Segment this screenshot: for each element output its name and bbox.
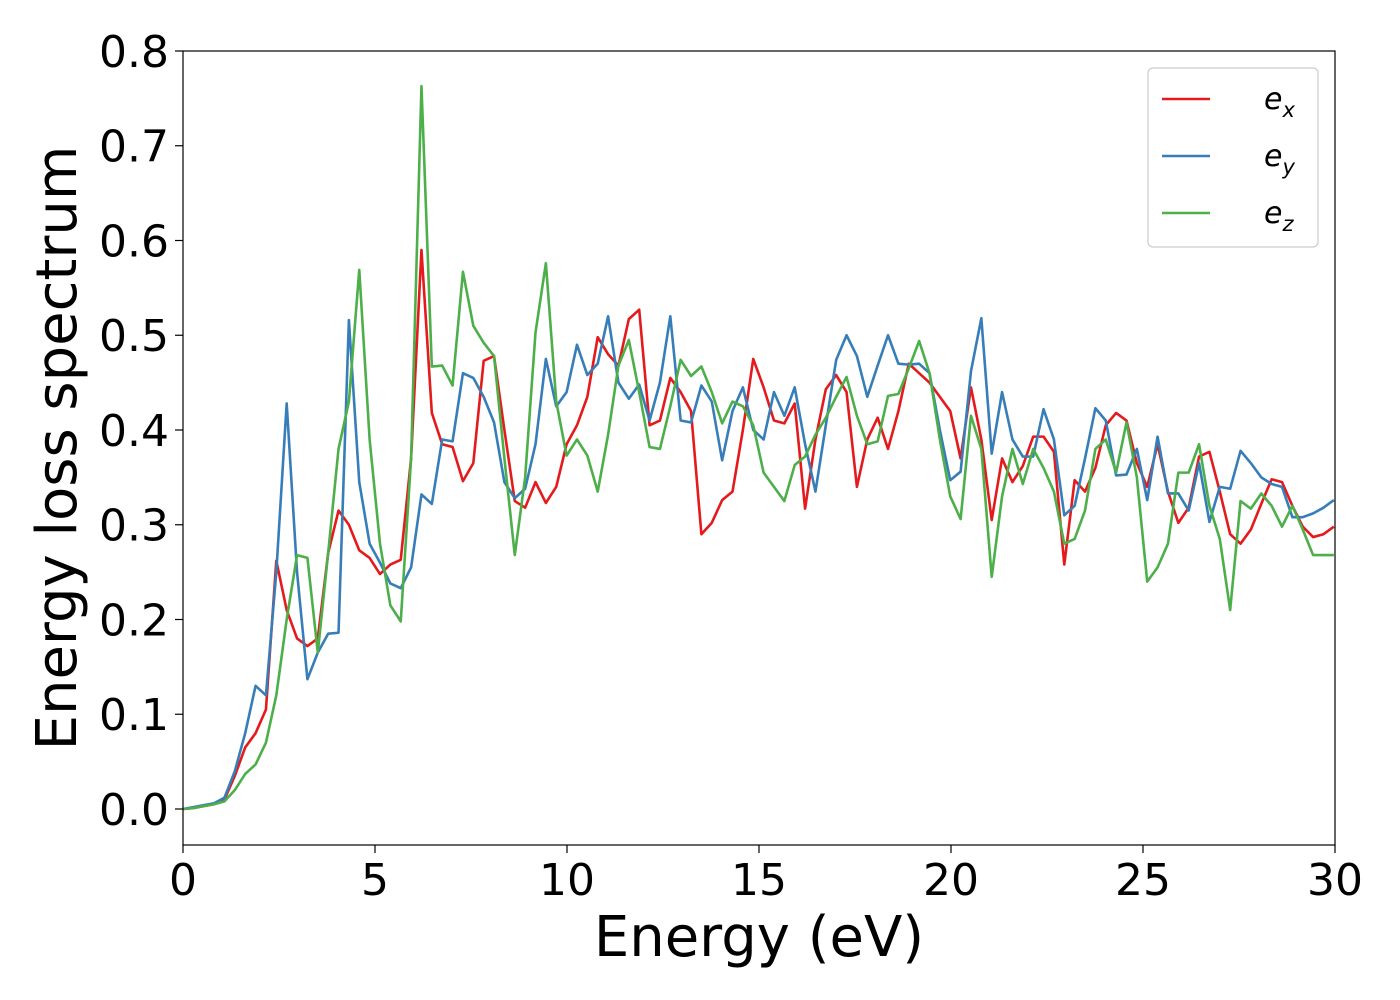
x-tick-label: 5 [361,855,389,906]
x-axis-label: Energy (eV) [594,905,924,970]
legend-label: ez [1264,196,1294,236]
y-tick-label: 0.8 [99,27,169,78]
y-tick-label: 0.7 [99,122,169,173]
x-tick-label: 20 [923,855,979,906]
y-tick-label: 0.4 [99,406,169,457]
legend-box [1147,67,1319,248]
series-line [182,84,1334,811]
legend-label: ex [1264,82,1295,122]
x-tick-label: 10 [539,855,595,906]
x-tick-label: 25 [1115,855,1171,906]
series-line [182,315,1335,811]
legend-label: ey [1264,139,1295,179]
plot-frame [182,50,1336,846]
x-tick-label: 15 [731,855,787,906]
y-tick-label: 0.2 [99,595,169,646]
y-tick-label: 0.1 [99,690,169,741]
x-tick-label: 30 [1307,855,1363,906]
y-tick-label: 0.0 [99,785,169,836]
series-line [182,248,1335,811]
y-axis-label: Energy loss spectrum [25,146,90,751]
y-tick-label: 0.6 [99,216,169,267]
y-tick-label: 0.3 [99,501,169,552]
x-tick-label: 0 [169,855,197,906]
y-tick-label: 0.5 [99,311,169,362]
